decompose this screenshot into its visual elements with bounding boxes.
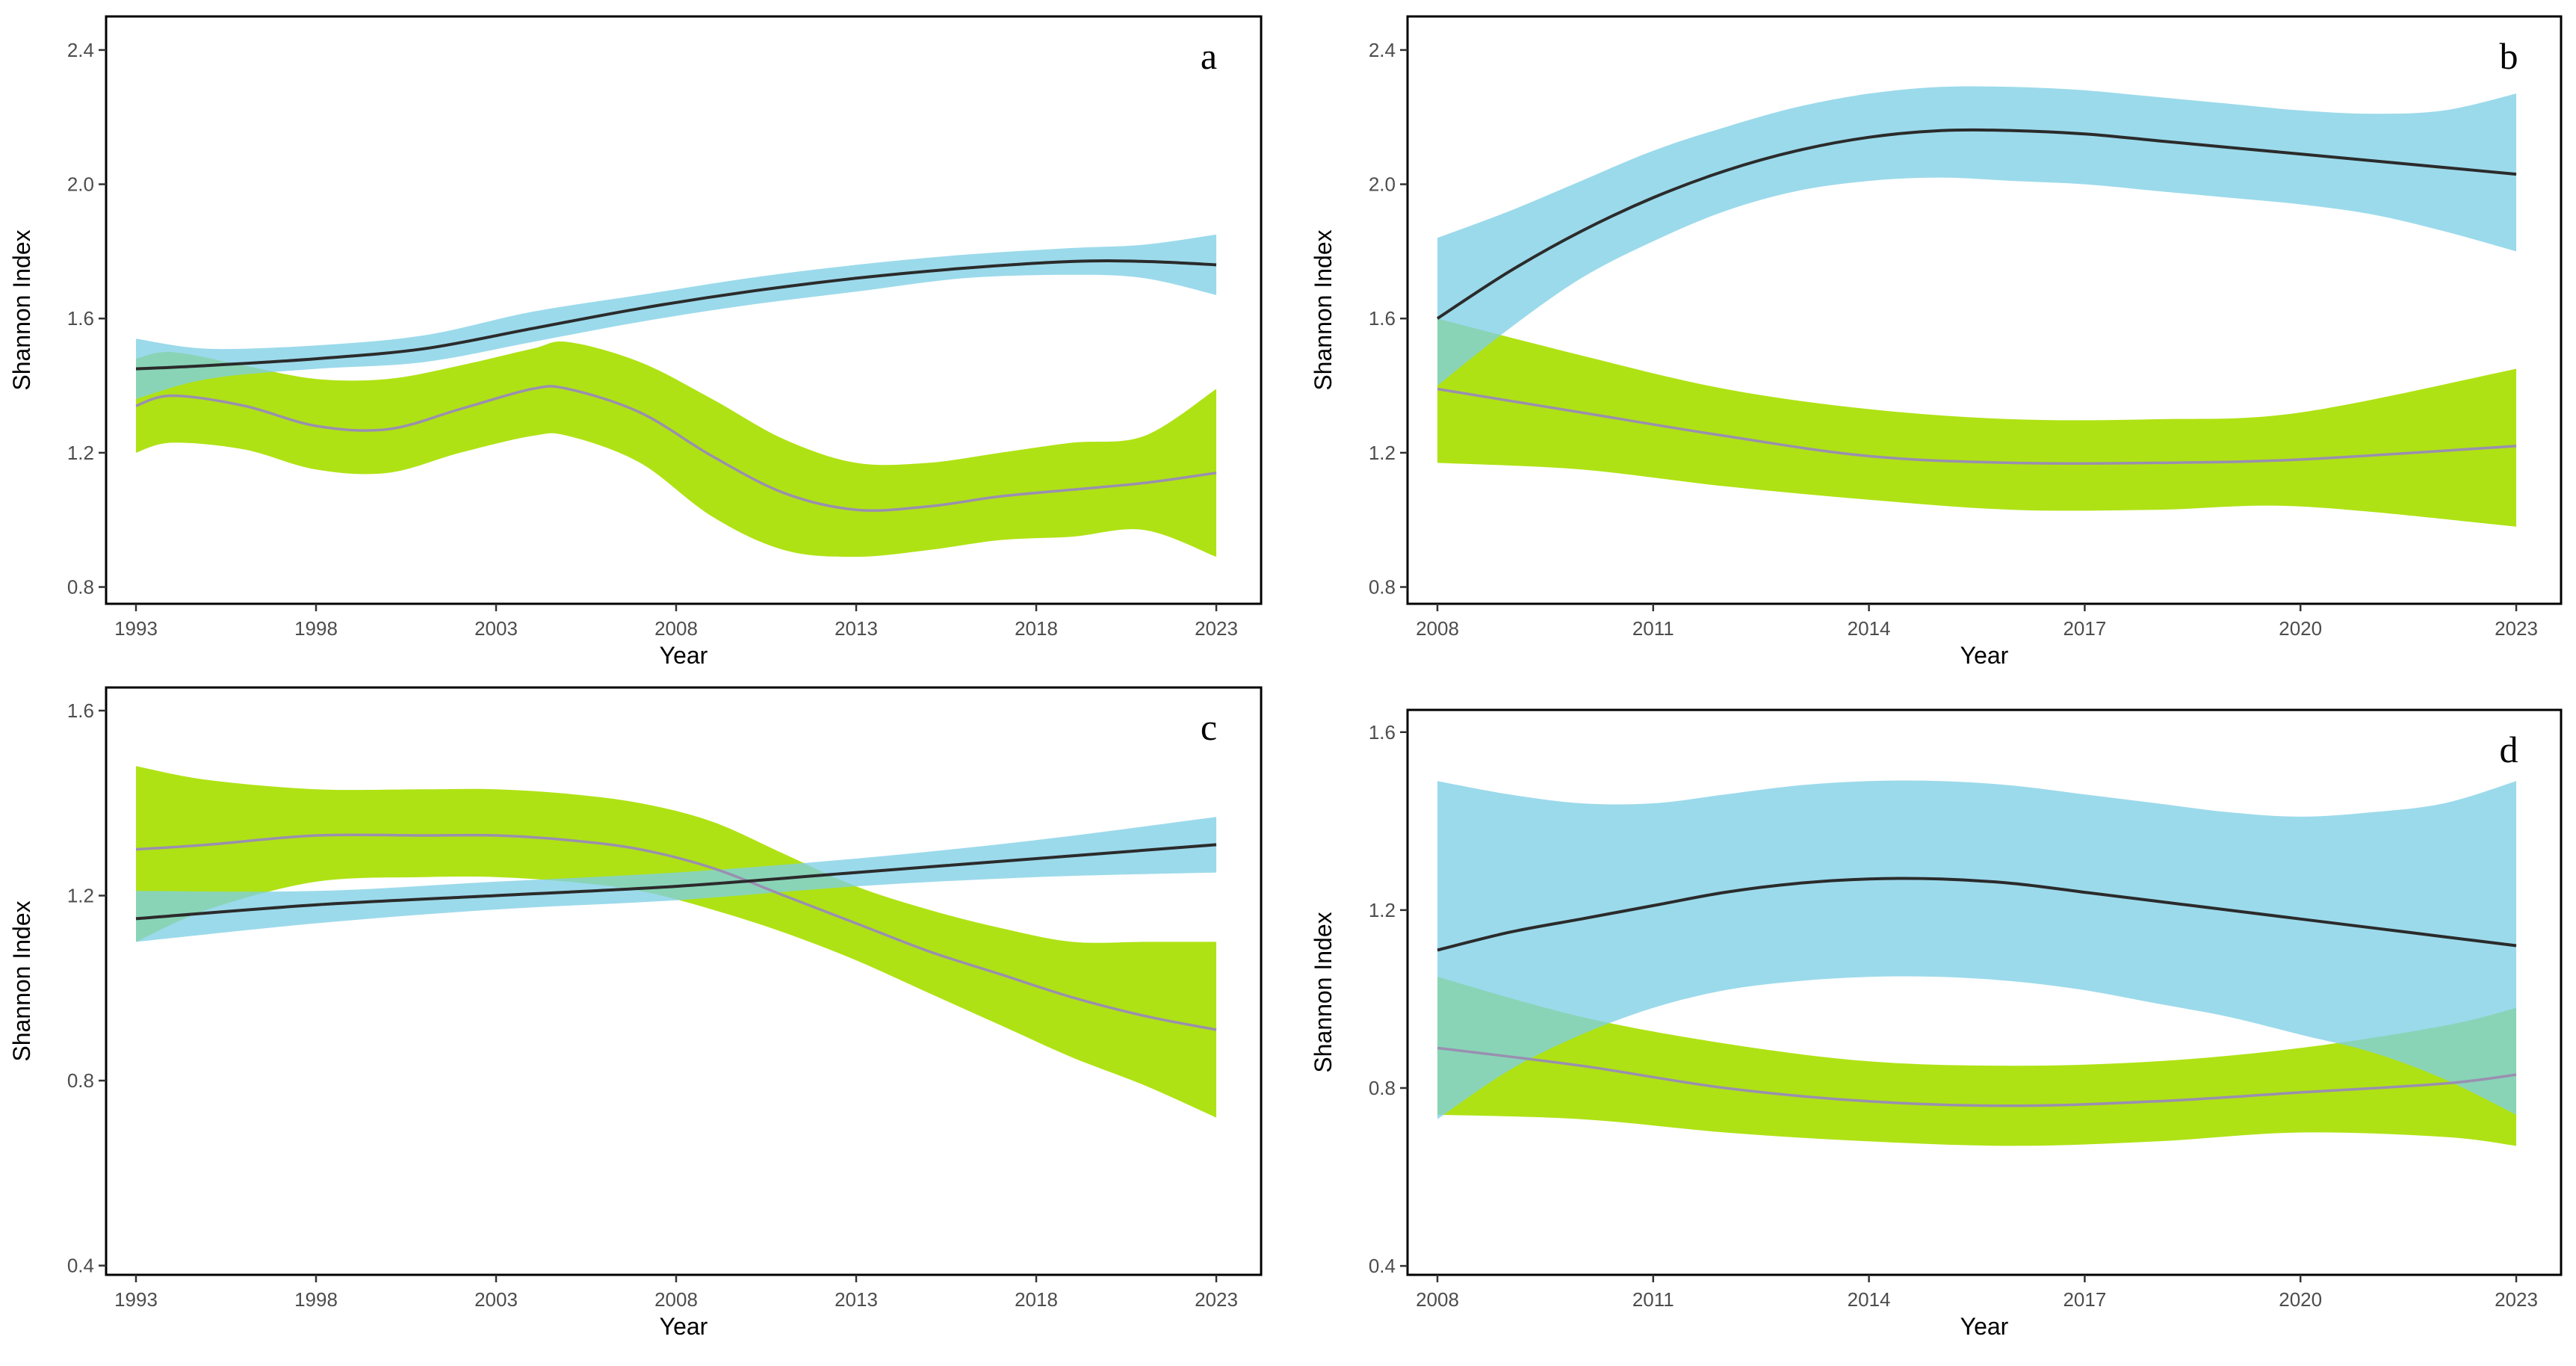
panel-label: c [1201,706,1217,748]
ci-band-green [1437,318,2516,527]
trend-line-blue [1437,877,2517,952]
x-tick-label: 2014 [1848,1288,1891,1311]
x-tick-label: 2018 [1015,617,1058,640]
y-axis-title: Shannon Index [8,229,35,390]
x-tick-label: 2003 [474,1288,518,1311]
y-tick-label: 0.4 [67,1255,94,1277]
panel-frame [105,686,1263,1276]
y-tick-label: 0.8 [1369,1077,1396,1099]
x-tick-label: 1998 [294,1288,338,1311]
x-tick-label: 2008 [654,1288,698,1311]
x-tick-label: 2014 [1848,617,1891,640]
panel-frame [1406,15,2563,605]
y-tick-label: 0.8 [1369,576,1396,599]
x-tick-label: 2013 [835,1288,878,1311]
panel-label: d [2500,729,2518,770]
ci-band-green [136,341,1216,557]
x-tick-label: 2023 [1195,1288,1238,1311]
y-tick-label: 2.0 [1369,173,1396,196]
x-axis-title: Year [660,1313,708,1340]
y-tick-label: 0.4 [1369,1255,1396,1277]
x-tick-label: 2003 [474,617,518,640]
y-tick-label: 2.4 [1369,39,1396,61]
x-tick-label: 2020 [2279,617,2322,640]
x-tick-label: 2017 [2063,617,2106,640]
x-tick-label: 1998 [294,617,338,640]
ci-band-blue [1437,86,2516,386]
trend-line-green [135,385,1217,512]
trend-line-blue [1436,128,2517,320]
x-tick-label: 2011 [1632,617,1674,640]
panel-frame [105,15,1263,605]
y-tick-label: 1.6 [1369,307,1396,330]
ci-band-blue [1437,780,2516,1119]
panel-b: 0.8 1.2 1.6 2.0 2.4 2008 2011 2014 2017 2020 2023 Y… [1310,15,2563,669]
x-tick-label: 2008 [654,617,698,640]
panel-d: 0.4 0.8 1.2 1.6 2008 2011 2014 2017 2020 2023 Year… [1310,708,2563,1340]
y-tick-label: 1.2 [1369,899,1396,921]
y-tick-label: 2.0 [67,173,94,196]
y-tick-label: 2.4 [67,39,94,61]
x-tick-label: 2008 [1416,617,1459,640]
trend-line-blue [135,259,1217,371]
x-axis-title: Year [660,642,708,669]
x-axis-title: Year [1960,1313,2009,1340]
panel-label: b [2500,35,2518,77]
trend-line-green [1437,1046,2517,1107]
y-axis-title: Shannon Index [1310,229,1337,390]
x-tick-label: 2017 [2063,1288,2106,1311]
x-tick-label: 2023 [2495,1288,2538,1311]
panel-a: 0.8 1.2 1.6 2.0 2.4 1993 1998 2003 2008 2013 2018 2… [8,15,1263,669]
trend-line-green [1437,387,2517,466]
x-tick-label: 2013 [835,617,878,640]
x-tick-label: 2020 [2279,1288,2322,1311]
plot-area [135,766,1217,1118]
y-axis-title: Shannon Index [1310,912,1337,1072]
y-tick-label: 1.2 [67,442,94,464]
y-axis-title: Shannon Index [8,900,35,1061]
x-tick-label: 1993 [114,617,158,640]
panel-c: 0.4 0.8 1.2 1.6 1993 1998 2003 2008 2013 2018 2023… [8,686,1263,1340]
x-tick-label: 2018 [1015,1288,1058,1311]
ci-band-green [1437,977,2516,1146]
ci-band-blue [136,817,1216,942]
y-tick-label: 0.8 [67,1069,94,1092]
y-tick-label: 1.6 [67,699,94,722]
x-tick-label: 2023 [2495,617,2538,640]
y-tick-label: 1.2 [67,885,94,907]
y-tick-label: 0.8 [67,576,94,599]
ci-band-blue [136,234,1216,399]
plot-area [135,234,1217,557]
x-tick-label: 2023 [1195,617,1238,640]
ci-band-green [136,766,1216,1118]
panel-frame [1406,708,2563,1276]
x-tick-label: 1993 [114,1288,158,1311]
y-tick-label: 1.6 [67,307,94,330]
x-tick-label: 2008 [1416,1288,1459,1311]
x-axis-title: Year [1960,642,2009,669]
x-tick-label: 2011 [1632,1288,1674,1311]
plot-area [1437,780,2517,1146]
y-tick-label: 1.6 [1369,721,1396,744]
trend-line-blue [135,843,1217,921]
plot-area [1436,86,2517,527]
panel-label: a [1201,35,1217,77]
trend-line-green [135,833,1217,1031]
y-tick-label: 1.2 [1369,442,1396,464]
